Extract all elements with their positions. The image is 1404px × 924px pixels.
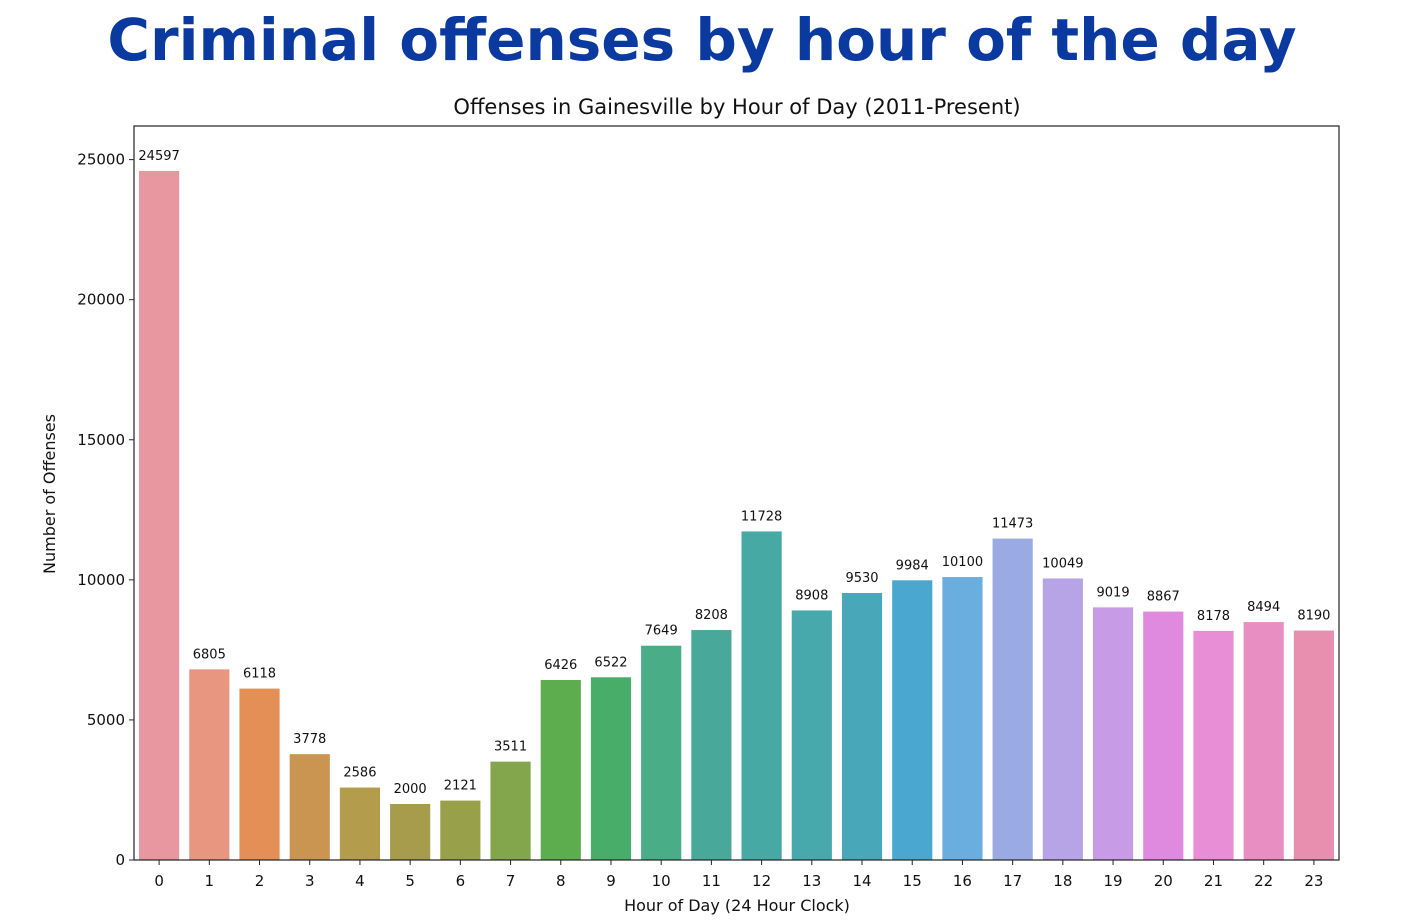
chart-title: Offenses in Gainesville by Hour of Day (… (453, 95, 1020, 119)
data-label-hour-1: 6805 (193, 647, 226, 662)
data-label-hour-20: 8867 (1147, 590, 1180, 605)
x-tick-label: 19 (1104, 872, 1123, 890)
x-tick-label: 20 (1154, 872, 1173, 890)
x-tick-label: 4 (355, 872, 365, 890)
x-tick-label: 18 (1053, 872, 1072, 890)
x-tick-label: 9 (606, 872, 616, 890)
bar-hour-20 (1143, 611, 1184, 860)
data-label-hour-4: 2586 (343, 766, 376, 781)
data-label-hour-13: 8908 (795, 588, 828, 603)
data-label-hour-7: 3511 (494, 740, 527, 755)
data-label-hour-18: 10049 (1042, 556, 1083, 571)
y-tick-label: 10000 (77, 571, 125, 589)
data-label-hour-19: 9019 (1097, 585, 1130, 600)
bar-hour-17 (992, 538, 1033, 860)
x-tick-label: 12 (752, 872, 771, 890)
y-tick-label: 25000 (77, 151, 125, 169)
bar-hour-6 (440, 800, 481, 860)
y-tick-label: 15000 (77, 431, 125, 449)
data-label-hour-16: 10100 (942, 555, 983, 570)
x-tick-label: 14 (852, 872, 871, 890)
x-tick-label: 10 (652, 872, 671, 890)
x-tick-label: 1 (205, 872, 215, 890)
bar-hour-0 (139, 170, 180, 860)
bar-hour-13 (791, 610, 832, 860)
bar-hour-2 (239, 688, 280, 860)
x-tick-label: 21 (1204, 872, 1223, 890)
x-tick-label: 6 (456, 872, 466, 890)
x-tick-label: 0 (154, 872, 164, 890)
data-label-hour-11: 8208 (695, 608, 728, 623)
data-label-hour-10: 7649 (645, 624, 678, 639)
bar-hour-11 (691, 630, 732, 860)
y-tick-label: 0 (115, 851, 125, 869)
data-label-hour-9: 6522 (594, 655, 627, 670)
bar-hour-9 (590, 677, 632, 860)
x-tick-label: 7 (506, 872, 516, 890)
data-label-hour-8: 6426 (544, 658, 577, 673)
x-tick-label: 8 (556, 872, 566, 890)
data-label-hour-17: 11473 (992, 517, 1033, 532)
bar-hour-14 (841, 593, 883, 860)
x-tick-label: 11 (702, 872, 721, 890)
bar-hour-22 (1243, 622, 1284, 860)
data-label-hour-15: 9984 (896, 558, 929, 573)
bar-hour-7 (490, 761, 531, 860)
x-tick-label: 23 (1304, 872, 1323, 890)
y-tick-label: 20000 (77, 291, 125, 309)
data-label-hour-23: 8190 (1297, 609, 1330, 624)
x-tick-label: 13 (802, 872, 821, 890)
data-label-hour-6: 2121 (444, 779, 477, 794)
x-tick-label: 5 (405, 872, 415, 890)
x-tick-label: 2 (255, 872, 265, 890)
bar-hour-12 (741, 531, 782, 860)
x-tick-label: 16 (953, 872, 972, 890)
bar-hour-23 (1293, 630, 1334, 860)
data-label-hour-2: 6118 (243, 667, 276, 682)
bar-hour-19 (1092, 607, 1134, 860)
y-tick-label: 5000 (87, 711, 125, 729)
bar-hour-4 (339, 787, 381, 860)
data-label-hour-22: 8494 (1247, 600, 1280, 615)
bar-hour-8 (540, 679, 581, 860)
x-tick-label: 17 (1003, 872, 1022, 890)
bar-hour-3 (289, 754, 330, 860)
headline: Criminal offenses by hour of the day (107, 6, 1297, 74)
bar-hour-5 (390, 803, 431, 860)
bar-hour-18 (1042, 578, 1083, 860)
x-axis-label: Hour of Day (24 Hour Clock) (624, 896, 850, 915)
bar-hour-21 (1193, 630, 1234, 860)
data-label-hour-5: 2000 (394, 782, 427, 797)
data-label-hour-21: 8178 (1197, 609, 1230, 624)
data-label-hour-12: 11728 (741, 509, 782, 524)
x-tick-label: 22 (1254, 872, 1273, 890)
bar-hour-10 (641, 645, 682, 860)
x-tick-label: 3 (305, 872, 315, 890)
bar-hour-15 (892, 580, 933, 860)
data-label-hour-14: 9530 (845, 571, 878, 586)
data-label-hour-3: 3778 (293, 732, 326, 747)
x-tick-label: 15 (903, 872, 922, 890)
y-axis-label: Number of Offenses (40, 414, 59, 574)
bar-hour-16 (942, 577, 983, 860)
plot-frame (133, 125, 1340, 861)
data-label-hour-0: 24597 (138, 149, 179, 164)
bar-hour-1 (189, 669, 230, 860)
